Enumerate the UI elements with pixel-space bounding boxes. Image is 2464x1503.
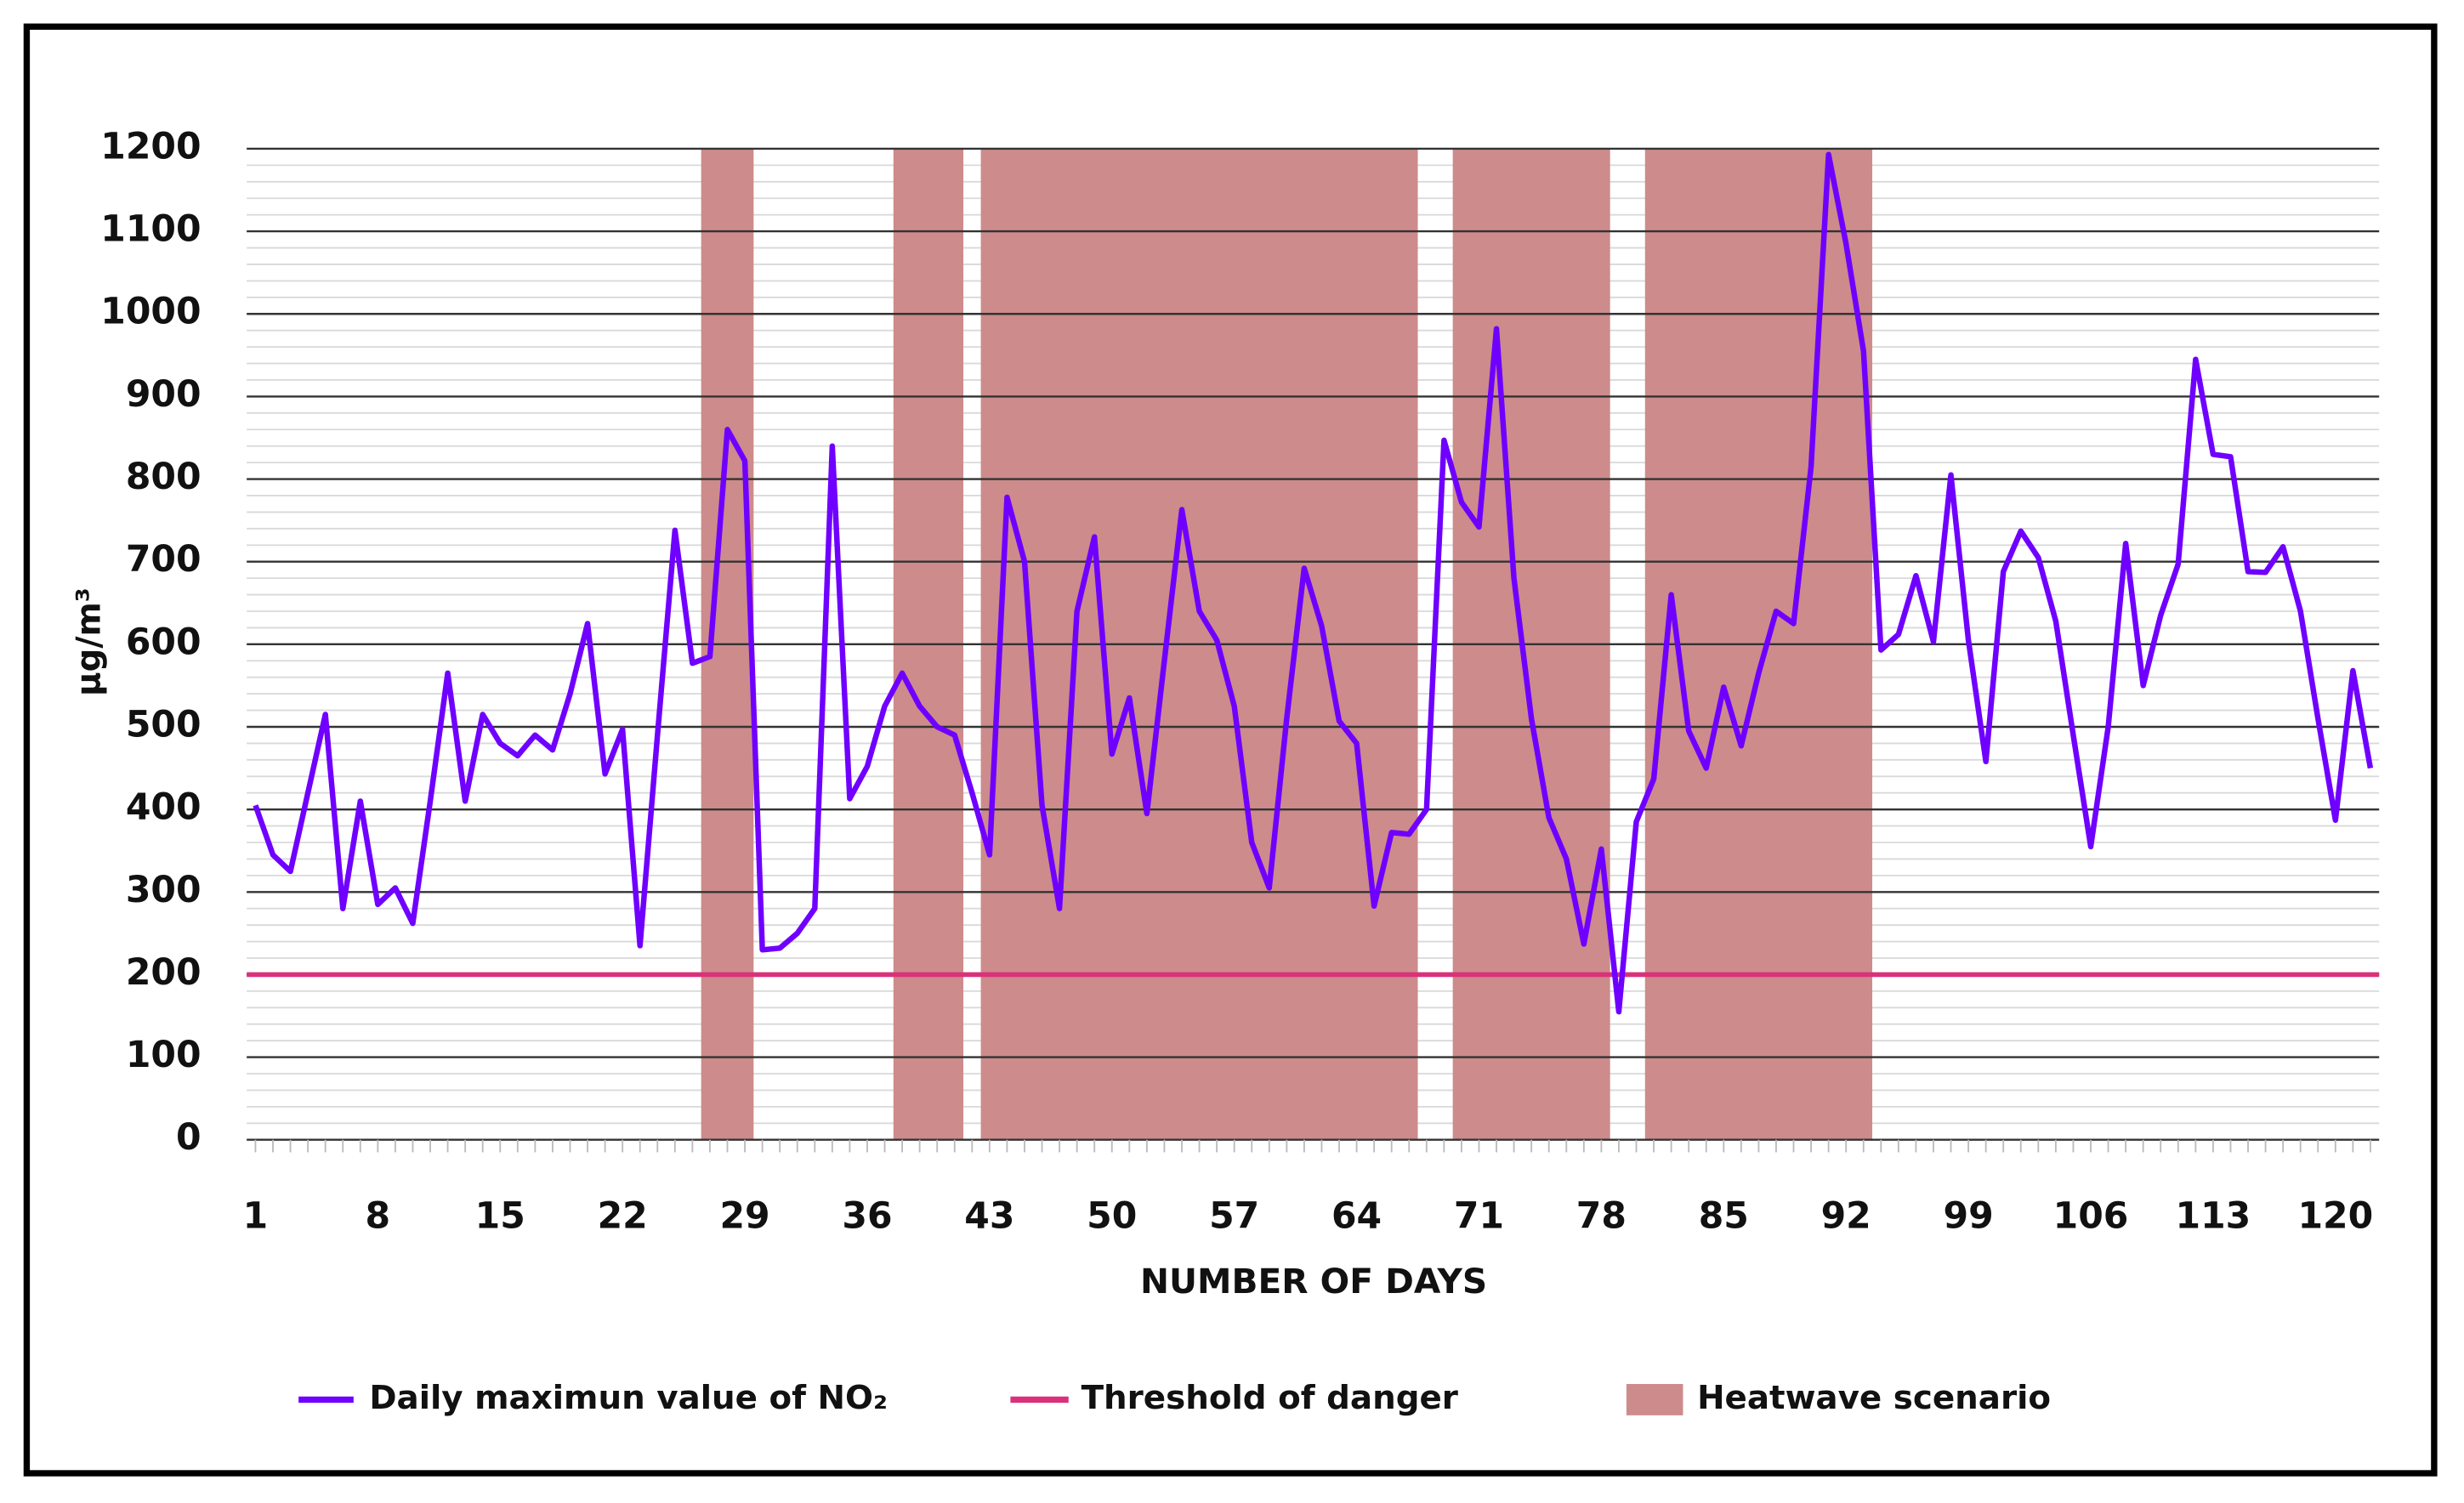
- x-tick-label: 1: [243, 1195, 269, 1237]
- y-tick-label: 600: [126, 621, 202, 663]
- x-tick-label: 29: [719, 1195, 769, 1237]
- y-tick-label: 1100: [100, 209, 201, 251]
- x-tick-label: 57: [1209, 1195, 1259, 1237]
- legend-swatch: [1626, 1384, 1683, 1415]
- x-tick-label: 113: [2176, 1195, 2251, 1237]
- legend-label: Threshold of danger: [1082, 1379, 1458, 1417]
- x-tick-label: 22: [598, 1195, 648, 1237]
- y-tick-label: 1000: [100, 292, 201, 333]
- y-tick-label: 900: [126, 374, 202, 416]
- y-tick-label: 0: [176, 1117, 202, 1159]
- x-tick-label: 106: [2053, 1195, 2129, 1237]
- y-tick-label: 300: [126, 870, 202, 911]
- x-tick-label: 15: [475, 1195, 525, 1237]
- x-tick-label: 92: [1821, 1195, 1871, 1237]
- legend-label: Daily maximun value of NO₂: [369, 1379, 888, 1417]
- y-tick-label: 500: [126, 705, 202, 746]
- x-tick-label: 120: [2297, 1195, 2373, 1237]
- y-tick-label: 800: [126, 457, 202, 498]
- x-tick-label: 85: [1699, 1195, 1749, 1237]
- y-tick-label: 700: [126, 539, 202, 581]
- y-tick-label: 200: [126, 952, 202, 994]
- x-tick-label: 99: [1944, 1195, 1994, 1237]
- y-tick-label: 100: [126, 1035, 202, 1076]
- x-tick-label: 64: [1331, 1195, 1382, 1237]
- x-axis-title: NUMBER OF DAYS: [1140, 1261, 1487, 1302]
- x-tick-label: 50: [1087, 1195, 1137, 1237]
- data-line: [253, 151, 2374, 1015]
- x-tick-label: 71: [1454, 1195, 1504, 1237]
- x-tick-label: 78: [1576, 1195, 1627, 1237]
- y-tick-label: 1200: [100, 127, 201, 168]
- x-tick-label: 43: [964, 1195, 1014, 1237]
- y-tick-label: 400: [126, 787, 202, 829]
- legend-label: Heatwave scenario: [1697, 1379, 2051, 1417]
- x-tick-label: 36: [842, 1195, 892, 1237]
- x-tick-label: 8: [366, 1195, 391, 1237]
- y-axis-title: µg/m³: [71, 587, 109, 695]
